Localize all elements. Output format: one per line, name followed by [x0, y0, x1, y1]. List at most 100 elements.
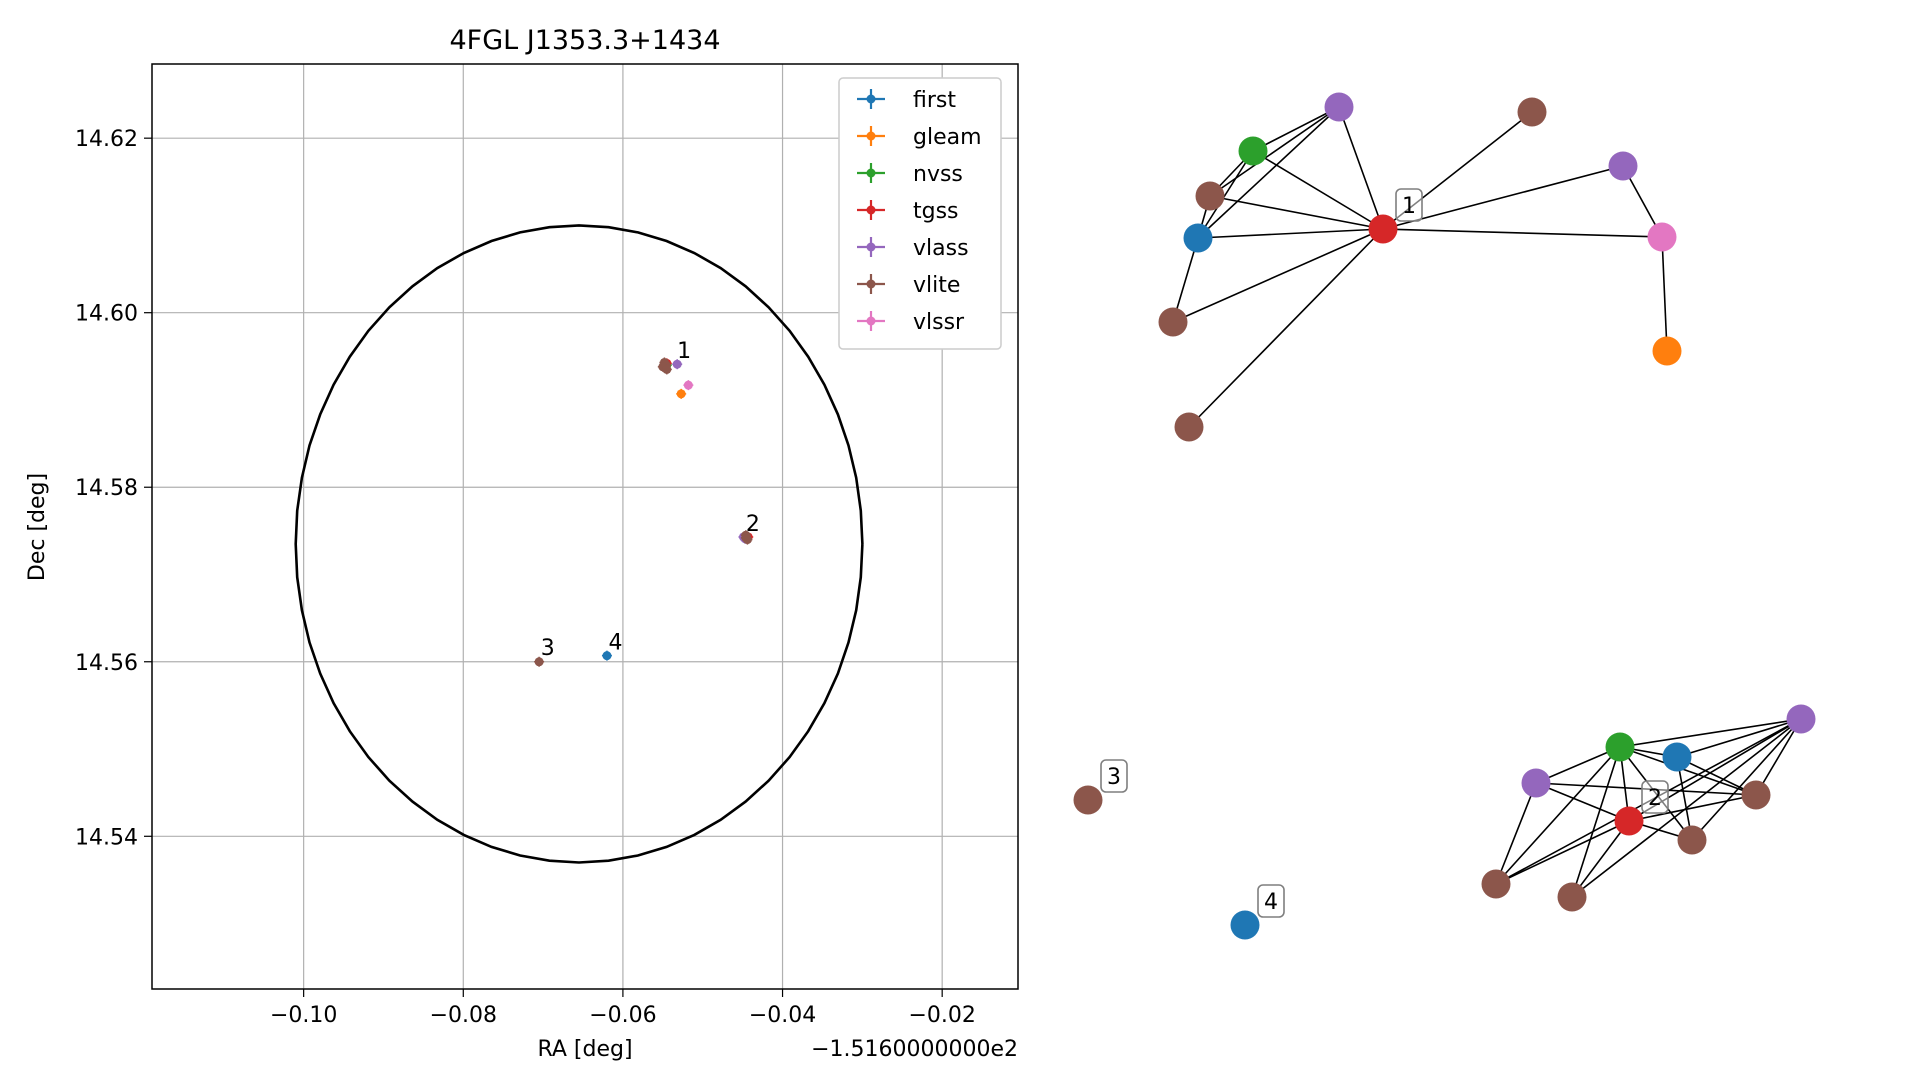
graph-edge — [1676, 718, 1802, 758]
legend-marker — [866, 94, 876, 104]
graph-edge — [1571, 718, 1802, 898]
legend-marker — [866, 131, 876, 141]
graph-edge — [1755, 718, 1802, 796]
legend: first gleam nvss tgss vlass vlite vlssr — [838, 77, 1002, 350]
label-text: 1 — [1402, 194, 1416, 219]
label-box — [1641, 780, 1669, 814]
legend-item-vlass: vlass — [857, 236, 969, 261]
graph-edge — [1188, 228, 1384, 428]
x-axis-offset: −1.5160000000e2 — [811, 1037, 1018, 1062]
graph-node-vlass — [1324, 92, 1354, 122]
legend-label-gleam: gleam — [913, 125, 982, 150]
marker-vlass — [672, 359, 682, 369]
axes-frame — [151, 63, 1019, 990]
graph-node-first — [1183, 223, 1213, 253]
graph-edge — [1691, 718, 1802, 841]
graph-node-nvss — [1605, 732, 1635, 762]
graph-node-vlass — [1786, 704, 1816, 734]
graph-node-vlite — [1073, 785, 1103, 815]
marker-vlssr — [683, 380, 693, 390]
legend-label-vlssr: vlssr — [913, 310, 965, 335]
legend-marker — [866, 205, 876, 215]
legend-item-nvss: nvss — [857, 162, 963, 187]
point-vlite — [740, 530, 751, 541]
legend-label-nvss: nvss — [913, 162, 963, 187]
graph-edge — [1535, 782, 1630, 822]
x-axis-label: RA [deg] — [537, 1037, 632, 1062]
marker-vlite — [662, 364, 672, 374]
graph-node-nvss — [1238, 136, 1268, 166]
legend-item-vlssr: vlssr — [857, 310, 965, 335]
graph-edge — [1197, 106, 1340, 239]
graph-edge — [1252, 106, 1340, 152]
legend-marker — [866, 168, 876, 178]
graph-edge — [1197, 150, 1254, 239]
graph-edges — [1172, 106, 1802, 898]
legend-item-tgss: tgss — [857, 199, 959, 224]
annotation-4: 4 — [609, 631, 623, 656]
legend-box — [838, 77, 1002, 350]
graph-edge — [1661, 236, 1668, 352]
graph-node-label: 3 — [1100, 759, 1128, 793]
legend-item-first: first — [857, 88, 956, 113]
graph-edge — [1495, 820, 1630, 885]
graph-edge — [1172, 237, 1199, 323]
label-box — [1395, 188, 1423, 222]
search-circle — [294, 224, 864, 864]
graph-node-vlssr — [1647, 222, 1677, 252]
plot-title: 4FGL J1353.3+1434 — [449, 25, 720, 56]
annotation-1: 1 — [677, 339, 691, 364]
graph-node-first — [1662, 742, 1692, 772]
graph-node-vlite — [1481, 869, 1511, 899]
search-circle-outline — [294, 224, 864, 864]
graph-node-vlite — [1195, 181, 1225, 211]
marker-vlite — [534, 657, 544, 667]
y-tick-label: 14.56 — [75, 651, 138, 676]
graph-edge — [1628, 794, 1757, 822]
graph-node-first — [1230, 910, 1260, 940]
x-tick-label: −0.10 — [270, 1003, 337, 1028]
annotation-2: 2 — [746, 512, 760, 537]
marker-gleam — [676, 389, 686, 399]
legend-label-first: first — [913, 88, 956, 113]
graph-node-vlass — [1608, 151, 1638, 181]
label-box — [1257, 884, 1285, 918]
graph-node-vlite — [1174, 412, 1204, 442]
y-tick-label: 14.58 — [75, 476, 138, 501]
marker-first — [602, 651, 612, 661]
graph-edge — [1495, 746, 1621, 885]
legend-label-vlite: vlite — [913, 273, 960, 298]
label-text: 3 — [1107, 765, 1121, 790]
legend-label-vlass: vlass — [913, 236, 969, 261]
graph-node-label: 1 — [1395, 188, 1423, 222]
legend-marker — [866, 242, 876, 252]
graph-edge — [1571, 746, 1621, 898]
point-vlssr — [683, 380, 694, 391]
crossmatch-graph: 1 2 3 4 — [1073, 92, 1816, 940]
point-vlite — [534, 656, 545, 667]
graph-labels: 1 2 3 4 — [1100, 188, 1669, 918]
y-tick-label: 14.62 — [75, 127, 138, 152]
y-axis-label: Dec [deg] — [25, 473, 50, 581]
graph-node-vlite — [1557, 882, 1587, 912]
point-vlass — [672, 359, 683, 370]
y-tick-label: 14.54 — [75, 825, 138, 850]
x-tick-label: −0.02 — [908, 1003, 975, 1028]
graph-node-gleam — [1652, 336, 1682, 366]
graph-edge — [1535, 746, 1621, 784]
graph-edge — [1172, 228, 1384, 323]
graph-node-vlite — [1158, 307, 1188, 337]
legend-label-tgss: tgss — [913, 199, 959, 224]
source-annotations: 1 2 3 4 — [541, 339, 760, 661]
point-gleam — [676, 388, 687, 399]
graph-edge — [1382, 165, 1624, 230]
graph-edge — [1209, 106, 1340, 197]
legend-item-gleam: gleam — [857, 125, 982, 150]
sky-plot: 4FGL J1353.3+1434 123 4 −0.10 −0.08 −0.06 −0… — [25, 25, 1019, 1062]
graph-node-vlite — [1741, 780, 1771, 810]
label-text: 4 — [1264, 890, 1278, 915]
label-box — [1100, 759, 1128, 793]
graph-node-label: 4 — [1257, 884, 1285, 918]
graph-node-vlite — [1517, 97, 1547, 127]
